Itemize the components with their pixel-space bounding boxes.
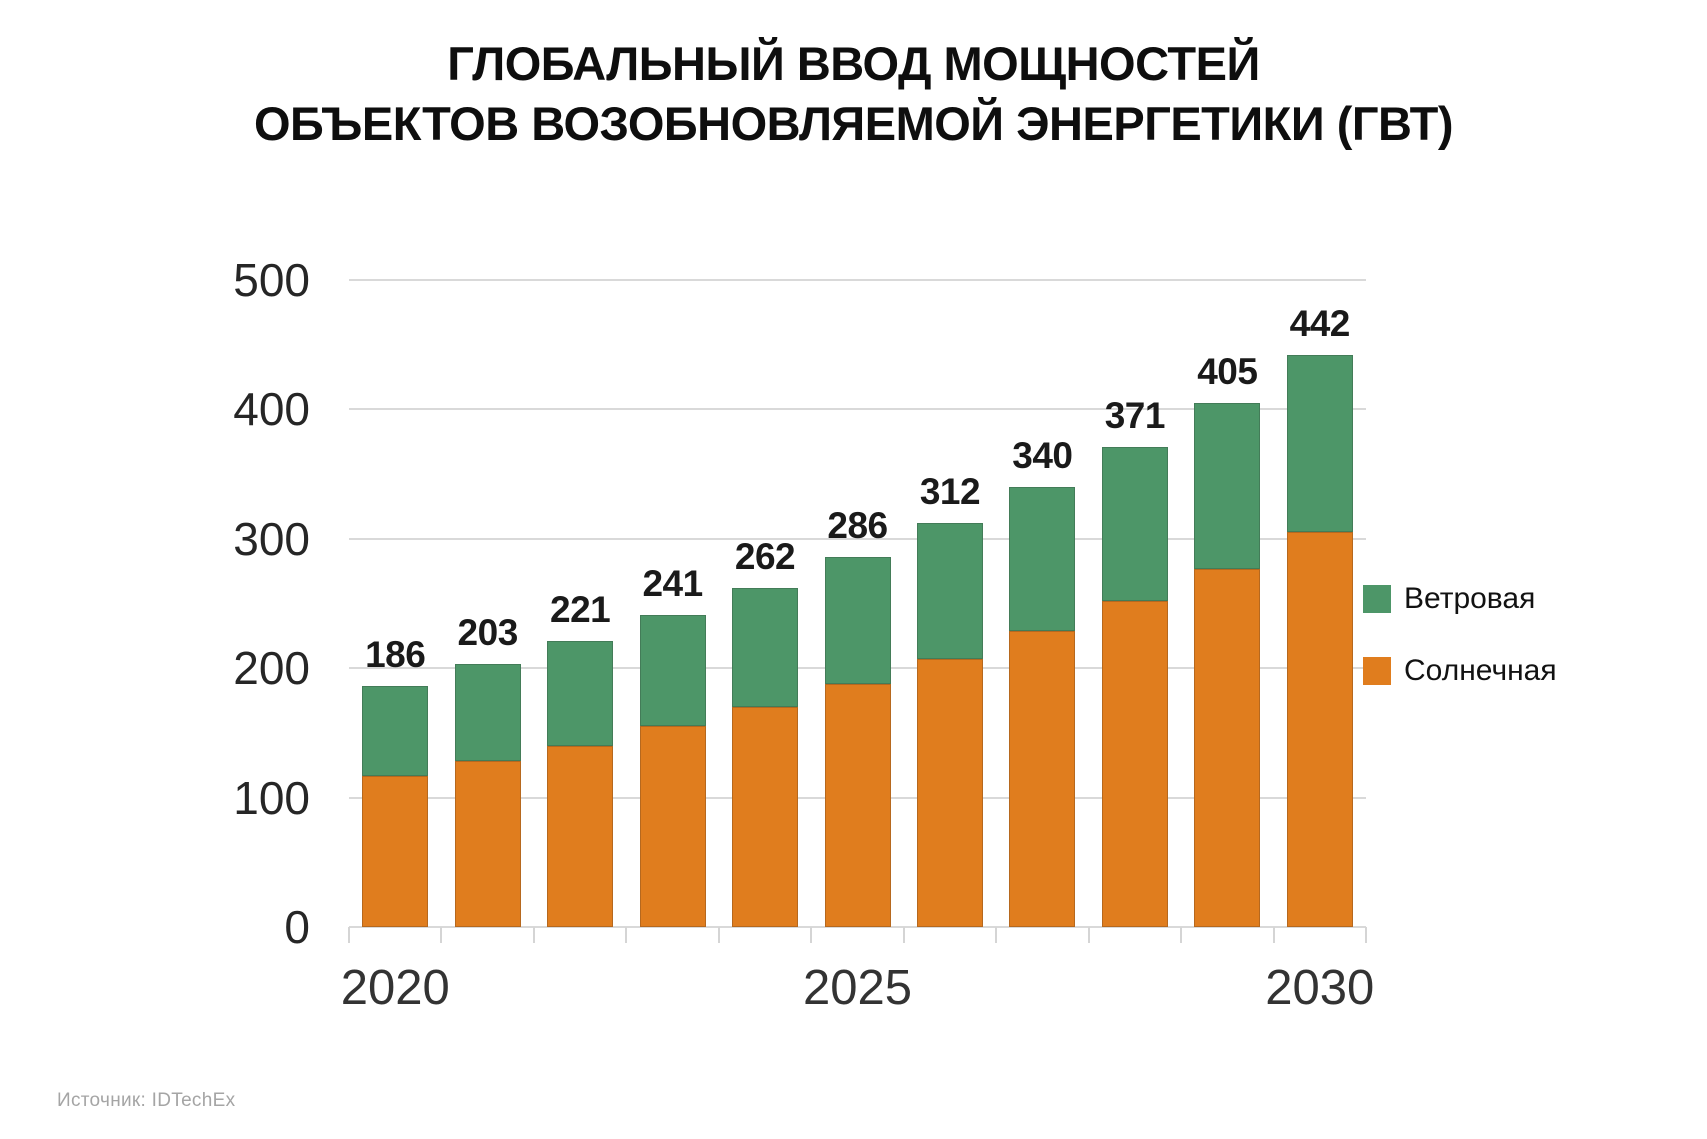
bar-total-label-2027: 340 [1012,435,1073,477]
x-tick-mark [348,927,350,943]
bar-total-label-2028: 371 [1104,394,1166,436]
x-tick-mark [440,927,443,943]
gridline-400 [349,408,1366,411]
y-tick-label-0: 0 [284,901,310,953]
bar-2024-wind-segment [732,587,799,708]
legend: Ветровая Солнечная [1363,582,1557,726]
x-tick-label-2020: 2020 [340,961,450,1015]
bar-2021-wind-segment [454,664,521,762]
bar-2030-solar-segment [1286,532,1353,927]
y-tick-label-100: 100 [233,771,310,824]
bar-2026-wind-segment [916,523,983,660]
bar-2029-wind-segment [1194,402,1261,569]
bar-2023-solar-segment [639,726,706,927]
y-tick-label-200: 200 [233,642,310,695]
bar-2022-wind-segment [547,641,614,746]
bar-2027-wind-segment [1009,487,1076,631]
bar-total-label-2024: 262 [734,535,796,577]
legend-swatch-wind [1363,585,1391,613]
legend-label-solar: Солнечная [1404,654,1557,687]
bar-2026-solar-segment [916,659,983,927]
legend-item-solar: Солнечная [1363,654,1557,688]
y-tick-label-400: 400 [233,383,310,436]
gridline-0 [349,926,1366,928]
y-tick-label-500: 500 [233,254,310,306]
bar-2020-solar-segment [362,775,429,927]
x-tick-mark [625,927,628,943]
x-tick-mark [1087,927,1090,943]
bar-2021-solar-segment [454,761,521,927]
bar-2028-solar-segment [1101,600,1168,927]
bar-total-label-2021: 203 [457,612,519,654]
x-tick-label-2025: 2025 [802,961,912,1015]
bar-2028-wind-segment [1101,446,1168,601]
gridline-300 [349,537,1366,540]
x-tick-mark [902,927,905,943]
bar-2030-wind-segment [1286,355,1353,533]
x-tick-mark [995,927,998,943]
bar-total-label-2022: 221 [550,589,611,631]
bar-2023-wind-segment [639,615,706,727]
bar-total-label-2026: 312 [919,471,981,513]
bar-2025-solar-segment [824,683,891,927]
chart-title: ГЛОБАЛЬНЫЙ ВВОД МОЩНОСТЕЙ ОБЪЕКТОВ ВОЗОБ… [60,34,1647,153]
legend-swatch-solar [1363,657,1391,685]
bar-total-label-2020: 186 [365,634,426,676]
bar-2020-wind-segment [362,686,429,776]
x-tick-mark [1180,927,1183,943]
x-tick-mark [532,927,535,943]
bar-2022-solar-segment [547,745,614,927]
legend-label-wind: Ветровая [1404,582,1536,615]
x-tick-mark [1365,927,1367,943]
bar-2029-solar-segment [1194,568,1261,927]
x-tick-mark [1272,927,1275,943]
bar-total-label-2029: 405 [1197,350,1258,392]
chart-title-line1: ГЛОБАЛЬНЫЙ ВВОД МОЩНОСТЕЙ [447,37,1260,90]
y-tick-label-300: 300 [233,512,310,565]
legend-item-wind: Ветровая [1363,582,1557,616]
x-tick-label-2030: 2030 [1265,961,1375,1015]
x-tick-mark [810,927,813,943]
x-tick-mark [717,927,720,943]
gridline-500 [349,279,1366,281]
bar-total-label-2025: 286 [827,504,888,546]
chart-title-line2: ОБЪЕКТОВ ВОЗОБНОВЛЯЕМОЙ ЭНЕРГЕТИКИ (ГВТ) [253,96,1454,150]
source-credit: Источник: IDTechEx [57,1090,236,1111]
bar-2025-wind-segment [824,556,891,684]
bar-2027-solar-segment [1009,630,1076,927]
bar-total-label-2023: 241 [642,563,703,605]
bar-total-label-2030: 442 [1289,303,1351,345]
bar-2024-solar-segment [732,707,799,927]
